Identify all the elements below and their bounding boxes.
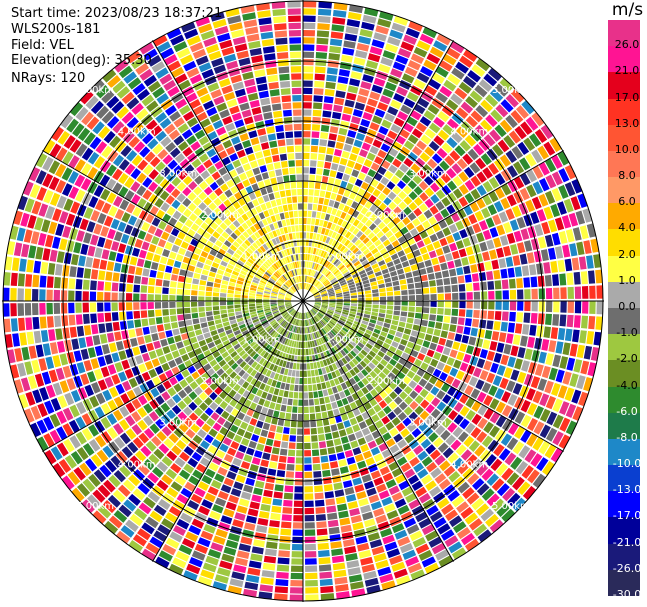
colorbar-tick-label: 6.0 (618, 195, 636, 209)
colorbar-tick-label: -26.0 (612, 561, 642, 575)
elevation-label: Elevation(deg): 35.30 (11, 53, 152, 68)
range-label: 2.00km (201, 210, 239, 221)
colorbar (608, 20, 640, 597)
colorbar-title: m/s (611, 0, 644, 20)
range-label: 2.00km (367, 210, 405, 221)
range-label: 5.00km (76, 85, 114, 96)
range-label: 3.00km (409, 168, 447, 179)
azimuth-spoke (302, 300, 454, 562)
range-label: 4.00km (118, 459, 156, 470)
colorbar-tick-label: -8.0 (616, 430, 638, 444)
range-label: 1.00km (326, 251, 364, 262)
range-label: 2.00km (367, 376, 405, 387)
colorbar-tick-label: -10.0 (612, 457, 642, 471)
colorbar-swatch (608, 308, 640, 335)
colorbar-swatch (608, 281, 640, 309)
colorbar-swatch (608, 334, 640, 361)
azimuth-spoke (152, 300, 304, 562)
colorbar-tick-label: 1.0 (618, 273, 636, 287)
range-label: 5.00km (492, 85, 530, 96)
colorbar-swatch (608, 46, 640, 73)
azimuth-spoke (42, 150, 304, 302)
colorbar-swatch (608, 72, 640, 100)
colorbar-swatch (608, 517, 640, 545)
colorbar-tick-label: 17.0 (614, 90, 640, 104)
colorbar-swatch (608, 124, 640, 152)
azimuth-spoke (302, 300, 564, 452)
azimuth-spoke (302, 40, 454, 302)
colorbar-tick-label: 13.0 (614, 116, 640, 130)
colorbar-tick-label: 26.0 (614, 38, 640, 52)
colorbar-swatch (608, 438, 640, 466)
colorbar-tick-label: -21.0 (612, 535, 642, 549)
range-label: 1.00km (243, 335, 281, 346)
colorbar-tick-label: -17.0 (612, 509, 642, 523)
colorbar-tick-label: -30.0 (612, 588, 642, 601)
colorbar-swatch (608, 360, 640, 388)
range-label: 3.00km (409, 418, 447, 429)
colorbar-swatch (608, 569, 640, 597)
range-label: 2.00km (201, 376, 239, 387)
colorbar-swatch (608, 255, 640, 283)
range-label: 5.00km (492, 501, 530, 512)
colorbar-swatch (608, 412, 640, 440)
range-label: 1.00km (326, 335, 364, 346)
range-label: 4.00km (450, 459, 488, 470)
azimuth-spoke (42, 300, 304, 452)
colorbar-tick-label: 4.0 (618, 221, 636, 235)
colorbar-tick-label: -13.0 (612, 483, 642, 497)
colorbar-tick-label: 10.0 (614, 142, 640, 156)
colorbar-tick-label: 0.0 (618, 300, 636, 313)
colorbar-tick-label: 21.0 (614, 64, 640, 78)
colorbar-swatch (608, 229, 640, 257)
range-label: 4.00km (450, 127, 488, 138)
colorbar-swatch (608, 543, 640, 571)
colorbar-tick-label: -6.0 (616, 404, 638, 418)
instrument-label: WLS200s-181 (11, 22, 101, 37)
colorbar-tick-label: -4.0 (616, 378, 638, 392)
range-label: 4.00km (118, 127, 156, 138)
field-label: Field: VEL (11, 38, 74, 53)
colorbar-swatch (608, 386, 640, 414)
colorbar-swatch (608, 465, 640, 492)
range-label: 5.00km (76, 501, 114, 512)
colorbar-swatch (608, 491, 640, 518)
colorbar-swatch (608, 203, 640, 230)
nrays-label: NRays: 120 (11, 71, 86, 86)
colorbar-swatch (608, 98, 640, 126)
range-label: 1.00km (243, 251, 281, 262)
azimuth-spoke (152, 40, 304, 302)
colorbar-swatch (608, 177, 640, 204)
colorbar-tick-label: 2.0 (618, 247, 636, 261)
range-label: 3.00km (159, 418, 197, 429)
radar-gates (3, 1, 603, 601)
colorbar-tick-label: 8.0 (618, 169, 636, 183)
range-label: 3.00km (159, 168, 197, 179)
ppi-plot: 1.00km 2.00km 3.00km 4.00km 5.00km 1.00km 2.00… (2, 0, 604, 602)
colorbar-tick-label: -2.0 (616, 352, 638, 366)
colorbar-swatch (608, 20, 640, 47)
azimuth-spoke (302, 150, 564, 302)
start-time-label: Start time: 2023/08/23 18:37:21 (11, 6, 223, 21)
colorbar-swatch (608, 150, 640, 178)
colorbar-tick-label: -1.0 (616, 326, 638, 340)
